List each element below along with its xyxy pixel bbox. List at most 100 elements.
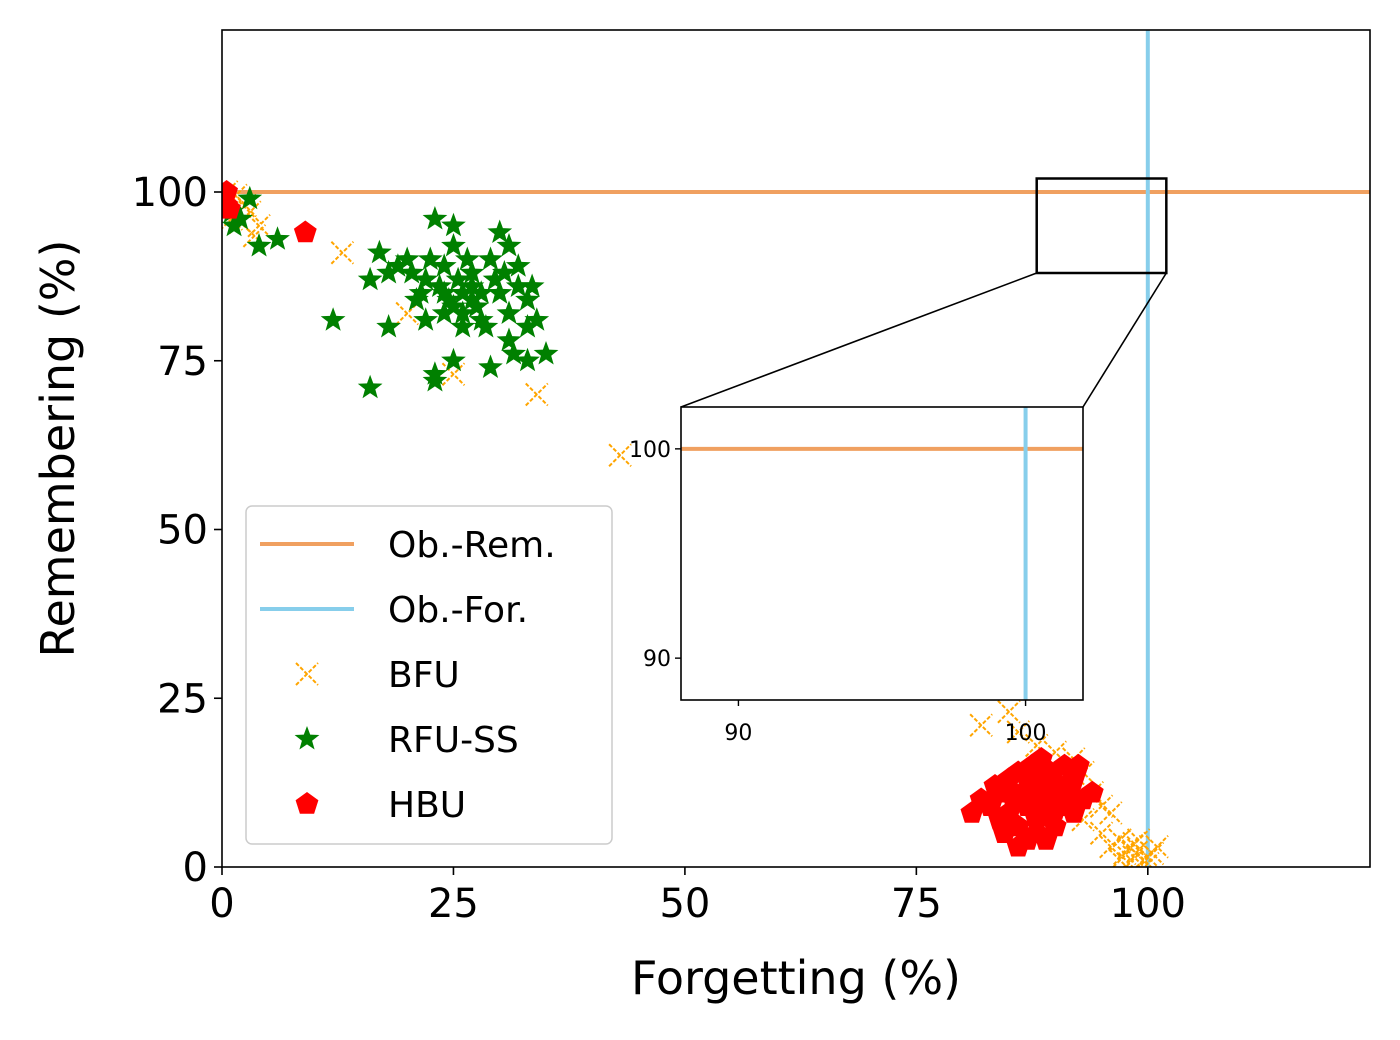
data-point bbox=[431, 300, 457, 324]
inset-y-tick-label: 100 bbox=[629, 438, 671, 463]
zoom-connector-left bbox=[680, 272, 1037, 408]
data-point bbox=[376, 260, 401, 284]
data-point bbox=[1016, 767, 1039, 789]
data-point bbox=[468, 280, 494, 304]
data-point bbox=[515, 347, 540, 372]
data-point bbox=[357, 266, 383, 291]
data-point bbox=[265, 226, 290, 250]
data-point bbox=[468, 307, 494, 331]
data-point bbox=[1136, 845, 1160, 867]
x-tick-label: 25 bbox=[428, 881, 479, 927]
data-point bbox=[496, 233, 522, 257]
data-point bbox=[455, 246, 480, 270]
inset-frame bbox=[680, 406, 1084, 701]
data-point bbox=[459, 273, 485, 297]
data-point bbox=[1043, 814, 1067, 837]
data-point bbox=[515, 287, 540, 311]
data-point bbox=[441, 347, 466, 372]
data-point bbox=[413, 266, 438, 291]
data-point bbox=[222, 212, 247, 237]
data-point bbox=[505, 253, 531, 277]
inset-plot-area bbox=[681, 407, 1083, 700]
data-point bbox=[222, 180, 238, 202]
data-point bbox=[496, 327, 522, 351]
inset-plot: 90 100 90 100 bbox=[629, 406, 1084, 746]
data-point bbox=[997, 700, 1021, 724]
data-point bbox=[519, 273, 545, 297]
y-tick-label: 75 bbox=[157, 339, 208, 385]
data-point bbox=[1108, 848, 1132, 867]
legend: Ob.-Rem. Ob.-For. BFU RFU-SS HBU bbox=[245, 505, 613, 845]
data-point bbox=[1089, 821, 1114, 845]
data-point bbox=[1071, 808, 1095, 832]
data-point bbox=[524, 307, 550, 331]
data-point bbox=[422, 368, 448, 392]
data-point bbox=[459, 260, 485, 284]
data-point bbox=[1099, 835, 1123, 859]
data-point bbox=[487, 219, 513, 243]
data-point bbox=[246, 233, 272, 257]
data-point bbox=[496, 300, 522, 324]
data-point bbox=[441, 233, 466, 257]
zoom-connector-right bbox=[1082, 272, 1168, 408]
data-point bbox=[1006, 834, 1030, 857]
x-tick-label: 0 bbox=[209, 881, 234, 927]
legend-label: RFU-SS bbox=[388, 720, 519, 761]
x-tick-label: 100 bbox=[1110, 881, 1186, 927]
data-point bbox=[505, 273, 531, 297]
data-point bbox=[525, 382, 549, 407]
series-rfu-ss bbox=[222, 185, 559, 399]
data-point bbox=[330, 241, 355, 265]
data-point bbox=[1145, 835, 1169, 859]
data-point bbox=[478, 354, 503, 378]
data-point bbox=[445, 266, 471, 291]
data-point bbox=[1080, 780, 1104, 803]
series-hbu bbox=[222, 180, 1104, 857]
y-tick-label: 0 bbox=[183, 845, 208, 891]
legend-label: Ob.-Rem. bbox=[388, 525, 556, 566]
data-point bbox=[357, 374, 383, 399]
data-point bbox=[450, 300, 476, 324]
data-point bbox=[441, 362, 466, 386]
data-point bbox=[1122, 831, 1146, 856]
x-tick-label: 75 bbox=[891, 881, 942, 927]
data-point bbox=[238, 200, 262, 224]
legend-entry: Ob.-Rem. bbox=[260, 525, 556, 566]
data-point bbox=[228, 206, 253, 230]
inset-y-tick-label: 90 bbox=[643, 647, 671, 672]
y-tick-label: 25 bbox=[157, 676, 208, 722]
data-point bbox=[464, 293, 489, 318]
data-point bbox=[492, 260, 517, 284]
data-point bbox=[417, 246, 443, 270]
legend-entry: Ob.-For. bbox=[260, 590, 528, 631]
x-tick-label: 50 bbox=[659, 881, 710, 927]
data-point bbox=[1099, 801, 1123, 825]
legend-marker-swatch bbox=[294, 726, 320, 750]
data-point bbox=[367, 239, 392, 264]
data-point bbox=[459, 287, 485, 311]
legend-label: Ob.-For. bbox=[388, 590, 528, 631]
plot-area bbox=[222, 30, 1370, 867]
data-point bbox=[487, 280, 513, 304]
inset-background bbox=[681, 407, 1083, 700]
data-point bbox=[320, 307, 346, 331]
data-point bbox=[1025, 821, 1049, 843]
zoom-box bbox=[1035, 177, 1168, 275]
inset-x-tick-label: 90 bbox=[724, 721, 752, 746]
data-point bbox=[422, 206, 448, 230]
data-point bbox=[482, 266, 508, 291]
data-point bbox=[478, 246, 503, 270]
inset-x-tick-label: 100 bbox=[1005, 721, 1047, 746]
y-axis-label: Remembering (%) bbox=[31, 240, 85, 658]
data-point bbox=[237, 185, 263, 210]
data-point bbox=[1043, 797, 1067, 820]
data-point bbox=[450, 314, 476, 338]
data-point bbox=[473, 314, 499, 338]
y-tick-label: 50 bbox=[157, 508, 208, 554]
legend-marker-swatch bbox=[295, 662, 319, 686]
axes: 0 25 50 75 100 0 25 50 75 100 bbox=[132, 29, 1371, 927]
data-point bbox=[992, 821, 1016, 843]
data-point bbox=[969, 713, 993, 737]
data-point bbox=[501, 341, 526, 365]
